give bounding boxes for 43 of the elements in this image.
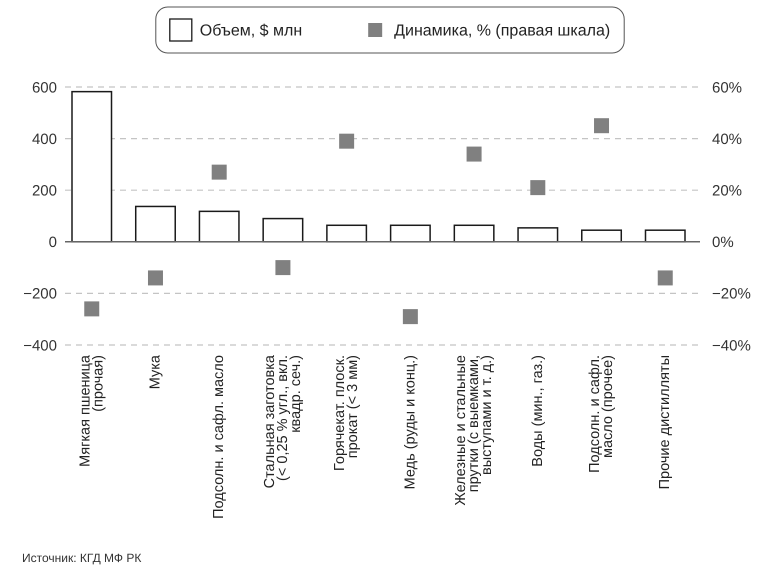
point xyxy=(148,270,163,286)
bar xyxy=(198,210,240,243)
x-tick-label: Прочие дистилляты xyxy=(657,355,674,490)
bar xyxy=(390,224,431,243)
y2-tick-label: 20% xyxy=(712,182,742,200)
bar xyxy=(71,90,112,243)
point xyxy=(212,164,227,180)
x-tick-label: Стальная заготовка (< 0,25 % угл., вкл. квадр. сеч.) xyxy=(262,354,304,488)
point xyxy=(402,309,418,324)
bar xyxy=(326,224,368,243)
point xyxy=(84,301,100,316)
y-tick-label: 600 xyxy=(32,79,57,96)
y-tick-label: −200 xyxy=(23,286,57,303)
y2-tick-label: 0% xyxy=(712,234,734,252)
x-tick-label: Подсолн. и сафл. масло (прочее) xyxy=(587,355,616,473)
y2-tick-label: 40% xyxy=(712,130,742,148)
y-tick-label: 200 xyxy=(32,182,57,200)
point xyxy=(594,118,610,134)
bar xyxy=(454,224,495,243)
y2-tick-label: −40% xyxy=(712,337,751,354)
point xyxy=(339,134,354,149)
legend-label: Динамика, % (правая шкала) xyxy=(394,22,610,40)
y-tick-label: −400 xyxy=(23,337,57,354)
x-tick-label: Подсолн. и сафл. масло xyxy=(211,355,228,519)
text: Источник: КГД МФ РК xyxy=(22,551,142,565)
x-tick-label: Мука xyxy=(147,354,164,390)
x-tick-label: Мягкая пшеница (прочая) xyxy=(77,354,106,467)
point xyxy=(466,146,482,162)
point xyxy=(275,260,290,276)
bar xyxy=(134,206,176,243)
point xyxy=(658,270,673,286)
y2-tick-label: −20% xyxy=(712,286,751,303)
x-tick-label: Горячекат. плоск. прокат (< 3 мм) xyxy=(332,355,362,471)
x-tick-label: Медь (руды и конц.) xyxy=(402,355,418,490)
point xyxy=(530,180,546,196)
legend-label: Объем, $ млн xyxy=(200,22,302,40)
x-tick-label: Железные и стальные прутки (с выемками, выступами и т. д.) xyxy=(453,355,496,506)
x-tick-label: Воды (мин., газ.) xyxy=(530,355,546,467)
y2-tick-label: 60% xyxy=(712,79,742,96)
y-tick-label: 400 xyxy=(32,130,57,148)
y-tick-label: 0 xyxy=(48,234,57,252)
bar xyxy=(262,218,304,243)
bar xyxy=(517,227,558,243)
